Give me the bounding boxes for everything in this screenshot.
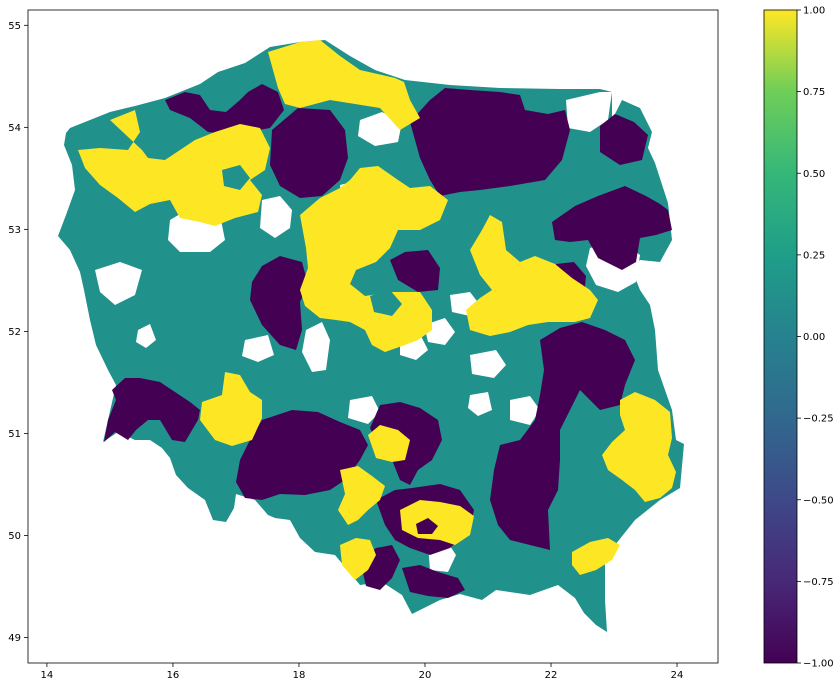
region-negative: [490, 322, 635, 550]
x-tick-label: 18: [293, 670, 306, 681]
region-missing: [242, 335, 274, 362]
region-missing: [95, 262, 142, 305]
region-missing: [348, 396, 380, 424]
x-tick-label: 22: [545, 670, 558, 681]
colorbar-tick-label: −0.50: [803, 495, 834, 506]
colorbar-tick-label: 0.25: [803, 250, 825, 261]
region-missing: [136, 324, 156, 348]
region-missing: [470, 350, 506, 378]
y-tick-label: 49: [8, 633, 21, 644]
region-negative: [250, 256, 308, 350]
x-tick-label: 14: [41, 670, 54, 681]
y-tick-label: 55: [8, 21, 21, 32]
region-missing: [358, 112, 402, 146]
colorbar-tick-label: 0.75: [803, 87, 825, 98]
region-negative: [390, 250, 440, 292]
region-positive: [340, 538, 376, 580]
y-tick-label: 51: [8, 429, 21, 440]
y-axis: 49 50 51 52 53 54 55: [8, 21, 28, 644]
region-positive: [572, 538, 620, 575]
region-positive: [300, 166, 448, 352]
region-positive: [368, 425, 410, 462]
region-negative: [104, 378, 200, 442]
colorbar-tick-label: −1.00: [803, 659, 834, 670]
map-frame: [27, 9, 719, 664]
region-negative: [600, 114, 648, 165]
region-negative: [270, 108, 348, 198]
region-positive: [268, 40, 420, 130]
region-negative: [416, 518, 438, 534]
region-positive: [338, 466, 385, 525]
x-tick-label: 20: [419, 670, 432, 681]
region-negative: [165, 84, 284, 135]
poland-regions: [58, 40, 684, 632]
x-tick-label: 16: [167, 670, 180, 681]
map-axes: 14 16 18 20 22 24 49 50 51 52 53 54 55: [8, 9, 719, 681]
region-positive: [602, 392, 676, 502]
region-positive: [466, 215, 598, 336]
colorbar: 1.00 0.75 0.50 0.25 0.00 −0.25 −0.50 −0.75 −1.00: [763, 6, 834, 670]
region-positive: [78, 110, 270, 226]
y-tick-label: 50: [8, 531, 21, 542]
region-negative: [552, 186, 672, 270]
region-missing: [566, 92, 612, 132]
region-missing: [260, 196, 292, 238]
y-tick-label: 54: [8, 123, 21, 134]
region-negative: [410, 88, 570, 196]
x-axis: 14 16 18 20 22 24: [41, 663, 684, 681]
colorbar-tick-label: 0.50: [803, 169, 825, 180]
y-tick-label: 53: [8, 225, 21, 236]
region-base: [222, 165, 250, 190]
colorbar-tick-label: 0.00: [803, 332, 825, 343]
colorbar-ticks: 1.00 0.75 0.50 0.25 0.00 −0.25 −0.50 −0.75 −1.00: [797, 6, 834, 670]
x-tick-label: 24: [671, 670, 684, 681]
colorbar-gradient: [764, 10, 797, 663]
region-positive: [200, 372, 262, 446]
region-negative: [402, 565, 465, 598]
y-tick-label: 52: [8, 327, 21, 338]
region-negative: [236, 410, 368, 500]
region-missing: [510, 396, 540, 425]
region-missing: [302, 322, 330, 372]
region-base: [370, 290, 402, 316]
colorbar-tick-label: −0.75: [803, 577, 834, 588]
colorbar-tick-label: −0.25: [803, 414, 834, 425]
colorbar-tick-label: 1.00: [803, 6, 825, 17]
region-missing: [468, 392, 492, 416]
